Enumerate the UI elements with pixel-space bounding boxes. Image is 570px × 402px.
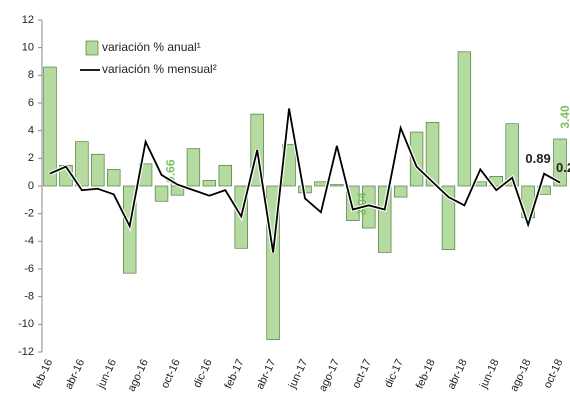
y-tick-label: -10 — [18, 318, 34, 330]
y-tick-label: -8 — [24, 291, 34, 303]
y-tick-label: 2 — [28, 152, 34, 164]
x-tick-label: feb-18 — [414, 357, 438, 390]
x-tick-label: jun-17 — [286, 357, 310, 391]
bar — [91, 153, 105, 187]
bar — [553, 138, 567, 187]
x-tick-label: oct-16 — [159, 357, 183, 390]
x-tick-label: feb-17 — [223, 357, 247, 390]
y-tick-label: -2 — [24, 208, 34, 220]
y-tick-label: 8 — [28, 69, 34, 81]
bar — [186, 148, 201, 187]
x-tick-label: ago-16 — [126, 357, 151, 393]
bar — [457, 51, 472, 187]
bar — [43, 66, 57, 187]
value-label: 3.40 — [558, 105, 570, 129]
y-tick-label: 4 — [28, 125, 34, 137]
bar — [154, 185, 169, 202]
x-tick-label: oct-18 — [542, 357, 566, 390]
bar — [441, 185, 456, 250]
value-label: 0.25 — [556, 160, 570, 175]
bar — [505, 123, 519, 187]
y-tick-label: -4 — [24, 235, 34, 247]
bar — [409, 131, 424, 187]
value-label: 0.89 — [525, 151, 550, 166]
x-tick-label: feb-16 — [31, 357, 55, 390]
legend-label: variación % anual¹ — [102, 40, 201, 54]
x-tick-label: dic-16 — [191, 357, 215, 389]
x-tick-label: abr-18 — [445, 357, 469, 391]
bar — [218, 164, 232, 187]
bar — [202, 180, 217, 187]
x-tick-label: dic-17 — [382, 357, 406, 389]
bar — [75, 141, 89, 187]
y-tick-label: 12 — [22, 14, 34, 26]
x-tick-label: ago-18 — [508, 357, 533, 393]
x-tick-label: oct-17 — [350, 357, 374, 390]
bar — [425, 122, 440, 187]
y-tick-label: 10 — [22, 42, 34, 54]
legend-label: variación % mensual² — [102, 62, 217, 76]
y-tick-label: -12 — [18, 346, 34, 358]
y-tick-label: 0 — [28, 180, 34, 192]
x-tick-label: abr-17 — [254, 357, 278, 391]
legend-swatch — [85, 40, 99, 56]
y-tick-label: 6 — [28, 97, 34, 109]
x-tick-label: jun-18 — [477, 357, 501, 391]
bar — [393, 185, 408, 198]
x-tick-label: jun-16 — [95, 357, 119, 391]
x-tick-label: abr-16 — [63, 357, 87, 391]
y-tick-label: -6 — [24, 263, 34, 275]
line — [49, 108, 561, 253]
x-tick-label: ago-17 — [317, 357, 342, 393]
bar — [330, 184, 344, 187]
bar — [107, 169, 121, 187]
